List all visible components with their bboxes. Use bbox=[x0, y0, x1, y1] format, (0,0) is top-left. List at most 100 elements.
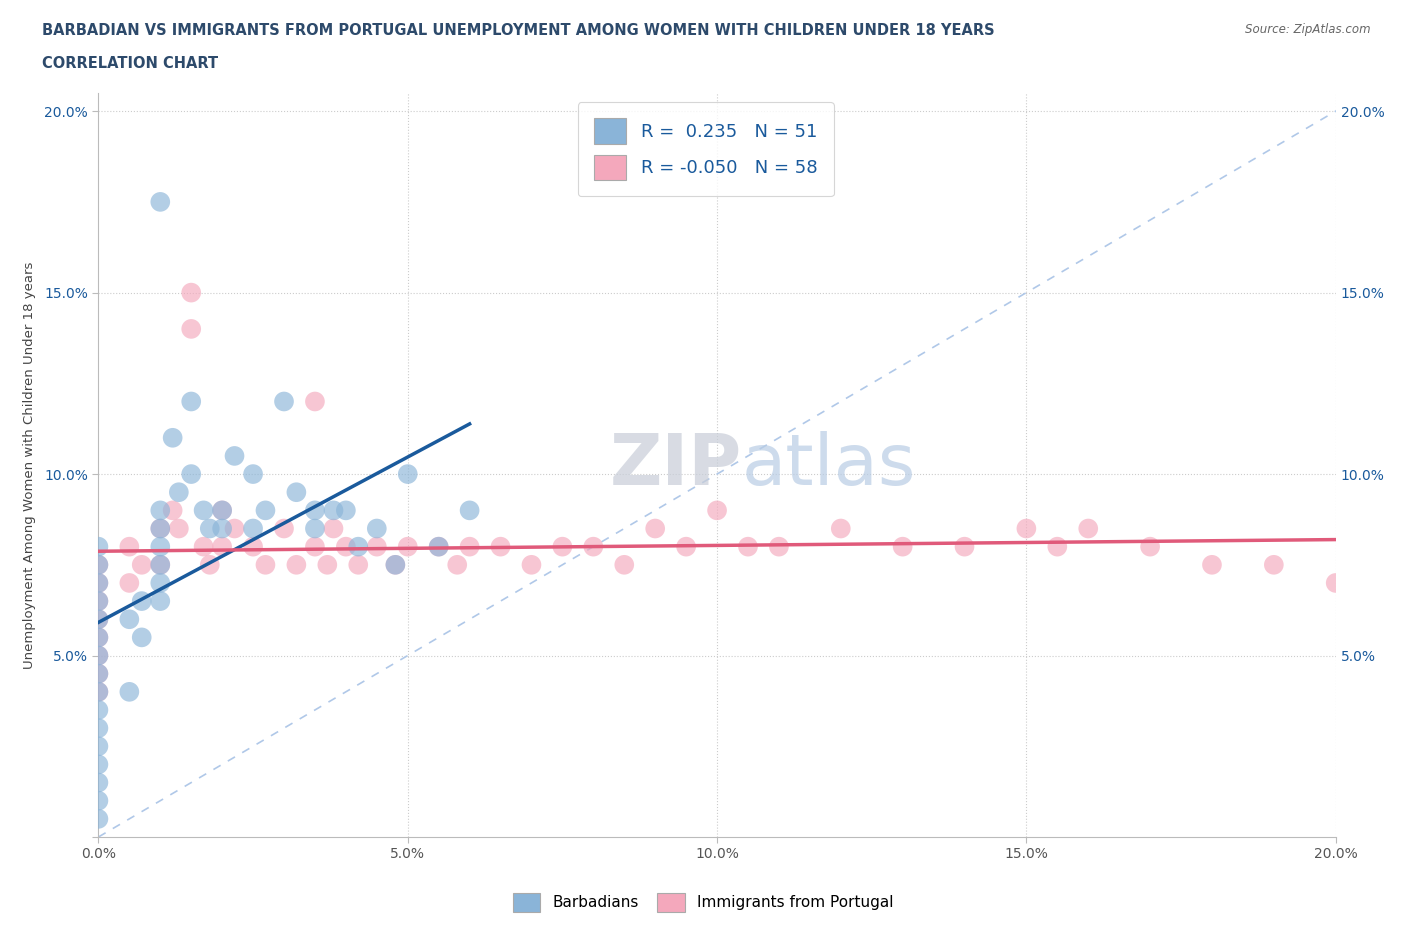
Point bbox=[1263, 557, 1285, 572]
Point bbox=[285, 485, 308, 499]
Point bbox=[830, 521, 852, 536]
Point bbox=[131, 593, 153, 608]
Point bbox=[304, 394, 326, 409]
Point bbox=[1077, 521, 1099, 536]
Point bbox=[644, 521, 666, 536]
Point bbox=[211, 539, 233, 554]
Point bbox=[180, 467, 202, 482]
Point bbox=[87, 775, 110, 790]
Point bbox=[1201, 557, 1223, 572]
Point bbox=[149, 521, 172, 536]
Point bbox=[149, 521, 172, 536]
Point bbox=[211, 503, 233, 518]
Point bbox=[304, 539, 326, 554]
Point bbox=[149, 557, 172, 572]
Point bbox=[335, 503, 357, 518]
Point bbox=[149, 576, 172, 591]
Point bbox=[224, 448, 246, 463]
Point bbox=[149, 539, 172, 554]
Point bbox=[366, 521, 388, 536]
Point bbox=[366, 539, 388, 554]
Point bbox=[87, 684, 110, 699]
Y-axis label: Unemployment Among Women with Children Under 18 years: Unemployment Among Women with Children U… bbox=[22, 261, 35, 669]
Point bbox=[87, 576, 110, 591]
Point bbox=[285, 557, 308, 572]
Point bbox=[384, 557, 406, 572]
Point bbox=[180, 322, 202, 337]
Point bbox=[198, 557, 221, 572]
Point bbox=[582, 539, 605, 554]
Text: ZIP: ZIP bbox=[610, 431, 742, 499]
Legend: Barbadians, Immigrants from Portugal: Barbadians, Immigrants from Portugal bbox=[506, 887, 900, 918]
Point bbox=[384, 557, 406, 572]
Point bbox=[891, 539, 914, 554]
Point bbox=[118, 612, 141, 627]
Point bbox=[87, 793, 110, 808]
Point bbox=[1324, 576, 1347, 591]
Point bbox=[87, 539, 110, 554]
Point bbox=[489, 539, 512, 554]
Point bbox=[87, 666, 110, 681]
Point bbox=[953, 539, 976, 554]
Point bbox=[87, 557, 110, 572]
Point bbox=[347, 539, 370, 554]
Point bbox=[87, 557, 110, 572]
Point bbox=[180, 286, 202, 300]
Point bbox=[396, 539, 419, 554]
Point bbox=[87, 593, 110, 608]
Point bbox=[322, 503, 344, 518]
Point bbox=[167, 485, 190, 499]
Point bbox=[87, 738, 110, 753]
Point bbox=[427, 539, 450, 554]
Point bbox=[87, 648, 110, 663]
Point bbox=[242, 467, 264, 482]
Point bbox=[87, 630, 110, 644]
Point bbox=[87, 702, 110, 717]
Point bbox=[198, 521, 221, 536]
Point bbox=[1046, 539, 1069, 554]
Point bbox=[87, 684, 110, 699]
Point bbox=[396, 467, 419, 482]
Text: CORRELATION CHART: CORRELATION CHART bbox=[42, 56, 218, 71]
Point bbox=[118, 684, 141, 699]
Legend: R =  0.235   N = 51, R = -0.050   N = 58: R = 0.235 N = 51, R = -0.050 N = 58 bbox=[578, 102, 834, 196]
Point bbox=[446, 557, 468, 572]
Point bbox=[427, 539, 450, 554]
Point bbox=[458, 539, 481, 554]
Point bbox=[335, 539, 357, 554]
Point bbox=[520, 557, 543, 572]
Point bbox=[273, 394, 295, 409]
Point bbox=[273, 521, 295, 536]
Point bbox=[87, 666, 110, 681]
Point bbox=[458, 503, 481, 518]
Point bbox=[131, 630, 153, 644]
Point bbox=[254, 503, 277, 518]
Point bbox=[211, 503, 233, 518]
Point bbox=[162, 431, 184, 445]
Point bbox=[193, 539, 215, 554]
Point bbox=[1139, 539, 1161, 554]
Point bbox=[87, 648, 110, 663]
Point bbox=[149, 194, 172, 209]
Point bbox=[254, 557, 277, 572]
Point bbox=[242, 521, 264, 536]
Point bbox=[1015, 521, 1038, 536]
Point bbox=[316, 557, 339, 572]
Text: atlas: atlas bbox=[742, 431, 917, 499]
Point bbox=[347, 557, 370, 572]
Point bbox=[304, 503, 326, 518]
Point bbox=[87, 811, 110, 826]
Point bbox=[322, 521, 344, 536]
Point bbox=[118, 539, 141, 554]
Point bbox=[149, 593, 172, 608]
Point bbox=[193, 503, 215, 518]
Point bbox=[167, 521, 190, 536]
Point bbox=[737, 539, 759, 554]
Text: BARBADIAN VS IMMIGRANTS FROM PORTUGAL UNEMPLOYMENT AMONG WOMEN WITH CHILDREN UND: BARBADIAN VS IMMIGRANTS FROM PORTUGAL UN… bbox=[42, 23, 995, 38]
Point bbox=[87, 612, 110, 627]
Point bbox=[242, 539, 264, 554]
Point bbox=[131, 557, 153, 572]
Point bbox=[149, 503, 172, 518]
Point bbox=[211, 521, 233, 536]
Point bbox=[87, 576, 110, 591]
